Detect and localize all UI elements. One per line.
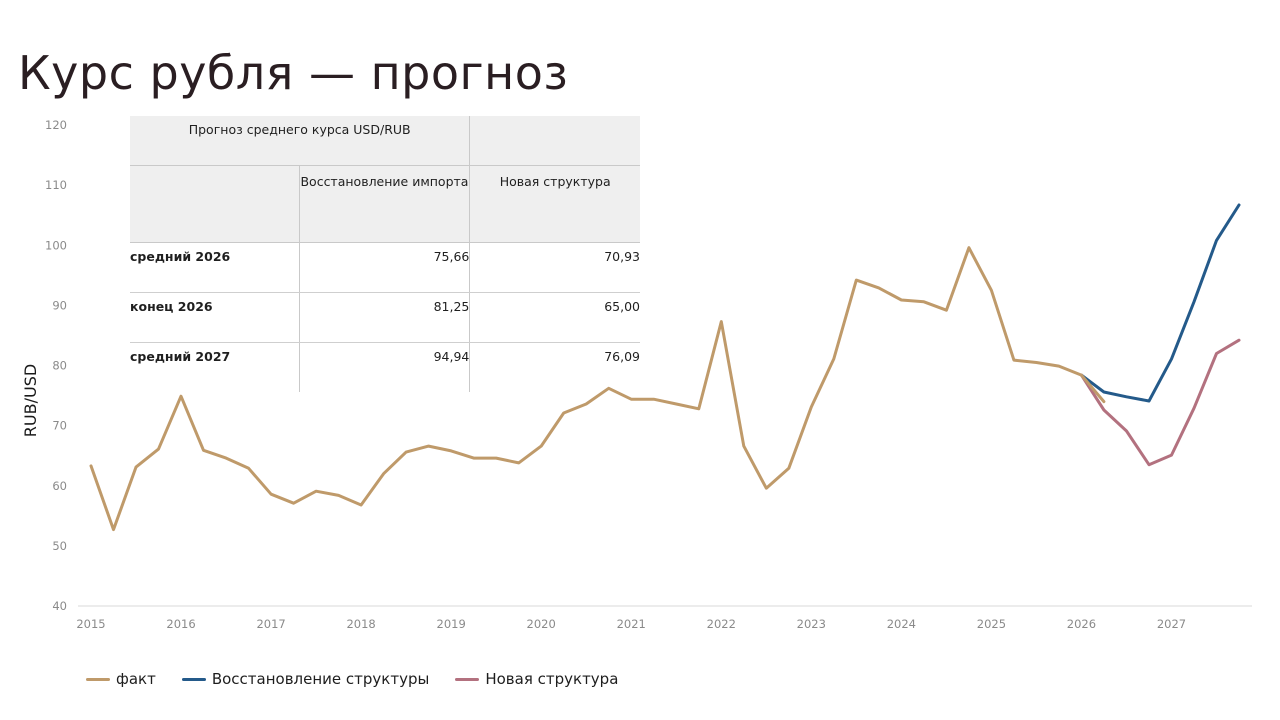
x-tick-label: 2025 [977, 617, 1006, 631]
row-label: конец 2026 [130, 292, 300, 343]
y-tick-label: 50 [52, 539, 67, 553]
chart-legend: факт Восстановление структуры Новая стру… [86, 670, 618, 688]
series-group [89, 203, 1241, 532]
legend-swatch [181, 677, 206, 681]
x-tick-label: 2021 [617, 617, 646, 631]
forecast-table: Прогноз среднего курса USD/RUB Восстанов… [130, 116, 640, 392]
legend-label: Восстановление структуры [211, 670, 430, 688]
x-tick-label: 2015 [76, 617, 105, 631]
y-tick-label: 90 [52, 298, 67, 312]
table-cell: 76,09 [469, 342, 640, 392]
series-line [1079, 338, 1241, 467]
table-row: средний 2026 75,66 70,93 [130, 242, 640, 293]
row-label: средний 2026 [130, 242, 300, 293]
table-header-empty-cell [469, 116, 640, 166]
table-cell: 75,66 [298, 242, 470, 293]
column-header-new-structure: Новая структура [469, 165, 640, 243]
table-cell: 81,25 [298, 292, 470, 343]
x-tick-label: 2016 [166, 617, 195, 631]
page-title: Курс рубля — прогноз [18, 46, 569, 100]
legend-swatch [455, 677, 480, 681]
table-cell: 70,93 [469, 242, 640, 293]
table-row: конец 2026 81,25 65,00 [130, 292, 640, 343]
x-tick-label: 2020 [527, 617, 556, 631]
legend-item-fact: факт [86, 670, 156, 688]
column-header-import-recovery: Восстановление импорта [298, 165, 470, 243]
y-tick-label: 110 [45, 178, 67, 192]
y-axis-label: RUB/USD [21, 364, 40, 437]
x-tick-label: 2027 [1157, 617, 1186, 631]
table-corner-cell [130, 165, 300, 243]
y-tick-label: 80 [52, 359, 67, 373]
x-tick-label: 2019 [437, 617, 466, 631]
series-line [1079, 203, 1241, 403]
x-axis-ticks: 2015 2016 2017 2018 2019 2020 2021 2022 2023 2024… [76, 617, 1186, 631]
row-label: средний 2027 [130, 349, 231, 364]
table-cell: 94,94 [298, 342, 470, 392]
x-tick-label: 2024 [887, 617, 916, 631]
x-tick-label: 2022 [707, 617, 736, 631]
legend-label: факт [116, 670, 156, 688]
table-cell: 65,00 [469, 292, 640, 343]
table-row: средний 2027 94,94 76,09 [130, 342, 640, 392]
legend-swatch [86, 677, 110, 681]
y-axis-ticks: 40 50 60 70 80 90 100 110 120 [45, 118, 67, 613]
x-tick-label: 2023 [797, 617, 826, 631]
table-header-row: Прогноз среднего курса USD/RUB [130, 116, 640, 166]
y-tick-label: 120 [45, 118, 67, 132]
legend-item-structure-recovery: Восстановление структуры [181, 670, 430, 688]
x-tick-label: 2026 [1067, 617, 1096, 631]
y-tick-label: 40 [52, 599, 67, 613]
y-tick-label: 70 [52, 419, 67, 433]
table-column-header-row: Восстановление импорта Новая структура [130, 165, 640, 243]
y-tick-label: 100 [45, 238, 67, 252]
x-tick-label: 2017 [256, 617, 285, 631]
x-tick-label: 2018 [346, 617, 375, 631]
legend-label: Новая структура [485, 670, 619, 688]
series-line [89, 246, 1106, 532]
legend-item-new-structure: Новая структура [455, 670, 618, 688]
y-tick-label: 60 [52, 479, 67, 493]
table-title: Прогноз среднего курса USD/RUB [130, 116, 470, 166]
